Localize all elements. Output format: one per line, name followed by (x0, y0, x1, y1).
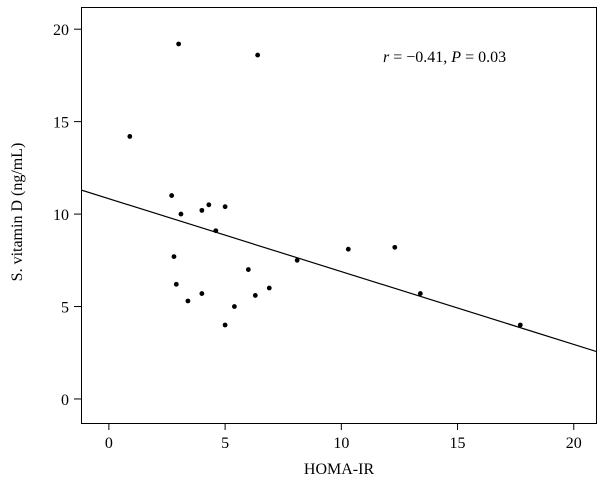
x-ticks: 0 5 10 15 20 (105, 423, 582, 452)
x-axis-title: HOMA-IR (304, 461, 375, 478)
data-point-2 (176, 41, 182, 47)
x-tick-label: 10 (333, 435, 349, 452)
trend-line (81, 189, 597, 353)
y-ticks: 0 5 10 15 20 (53, 22, 81, 409)
data-point-10 (185, 298, 191, 304)
data-point-14 (245, 267, 251, 272)
data-point-8 (171, 254, 177, 259)
data-point-13 (222, 322, 228, 328)
data-point-5 (206, 202, 212, 208)
data-point-0 (127, 134, 133, 139)
data-point-17 (255, 52, 261, 58)
x-tick-label: 20 (566, 435, 582, 452)
data-point-18 (294, 257, 300, 263)
data-point-11 (199, 291, 205, 296)
y-tick-label: 10 (53, 207, 69, 224)
data-point-4 (199, 207, 205, 213)
annotation-r-symbol: r (383, 49, 390, 66)
annotation-r-value: = −0.41, (389, 49, 451, 66)
data-point-9 (173, 281, 179, 287)
data-point-6 (222, 204, 228, 210)
y-tick-label: 0 (61, 392, 69, 409)
data-point-15 (252, 293, 258, 298)
x-tick-label: 5 (221, 435, 229, 452)
data-point-21 (417, 291, 423, 296)
data-point-7 (213, 228, 219, 234)
annotation-p-value: = 0.03 (461, 49, 506, 66)
data-point-19 (345, 246, 351, 252)
data-point-3 (178, 211, 184, 217)
y-tick-label: 15 (53, 115, 69, 132)
correlation-annotation: r = −0.41, P = 0.03 (383, 49, 506, 66)
y-tick-label: 5 (61, 300, 69, 317)
annotation-p-symbol: P (450, 49, 461, 66)
points-layer (127, 41, 523, 328)
data-point-20 (392, 244, 398, 250)
data-point-12 (232, 304, 237, 309)
x-tick-label: 0 (105, 435, 113, 452)
data-point-16 (266, 285, 272, 291)
data-point-1 (169, 193, 175, 198)
data-point-22 (517, 322, 523, 328)
y-axis-title: S. vitamin D (ng/mL) (9, 143, 26, 282)
plot-frame (81, 7, 597, 424)
x-tick-label: 15 (450, 435, 466, 452)
y-tick-label: 20 (53, 22, 69, 39)
